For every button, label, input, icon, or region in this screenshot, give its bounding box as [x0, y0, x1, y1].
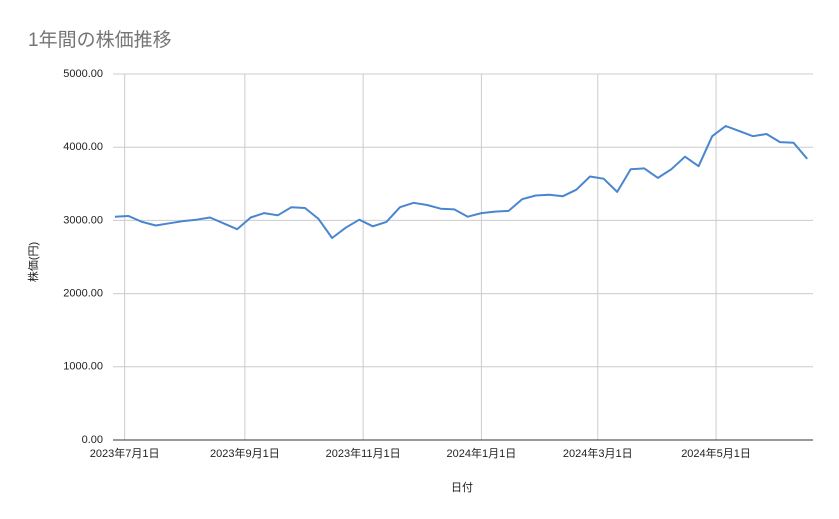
x-tick-label: 2024年3月1日: [563, 446, 633, 460]
y-tick-label: 1000.00: [63, 361, 103, 373]
y-axis-label: 株価(円): [26, 242, 40, 282]
y-tick-label: 3000.00: [63, 214, 103, 226]
x-tick-label: 2024年1月1日: [447, 446, 517, 460]
x-axis-label: 日付: [451, 481, 473, 494]
x-tick-label: 2023年11月1日: [326, 446, 401, 460]
x-tick-label: 2023年7月1日: [90, 446, 160, 460]
line-series: [114, 125, 808, 239]
y-tick-label: 0.00: [82, 434, 103, 446]
y-tick-label: 4000.00: [63, 141, 103, 153]
y-tick-label: 5000.00: [63, 68, 103, 80]
chart-title: 1年間の株価推移: [28, 29, 172, 51]
x-tick-label: 2023年9月1日: [210, 446, 280, 460]
y-tick-label: 2000.00: [63, 288, 103, 300]
x-tick-label: 2024年5月1日: [681, 446, 751, 460]
